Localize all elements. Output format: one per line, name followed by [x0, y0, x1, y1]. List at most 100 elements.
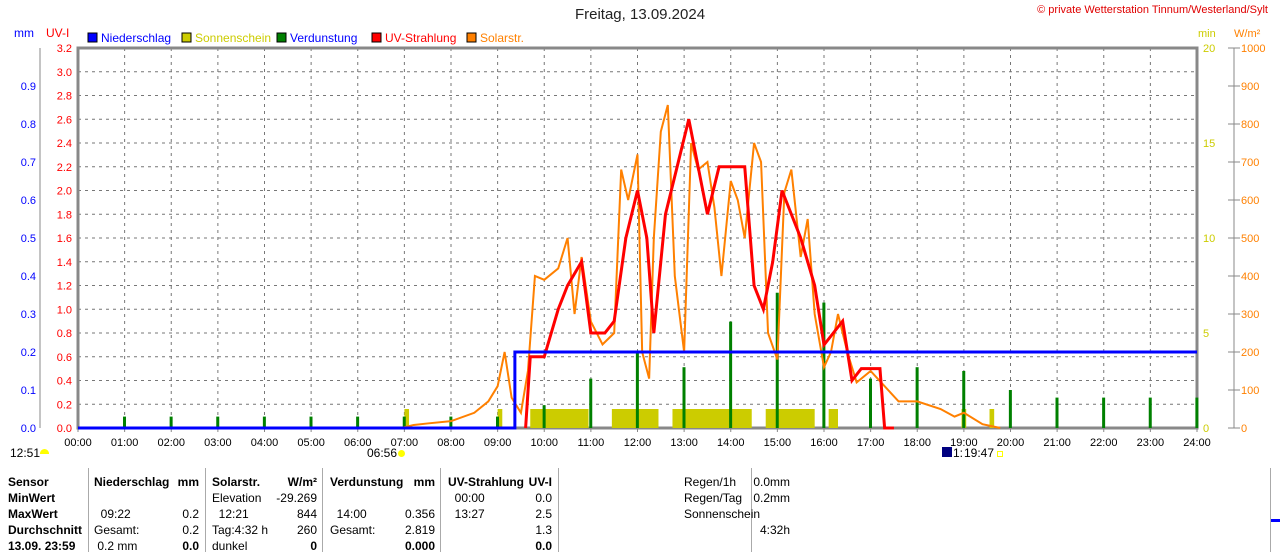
wm2-tick-label: 300	[1241, 309, 1259, 321]
x-tick-label: 16:00	[810, 437, 838, 449]
wm2-tick-label: 700	[1241, 157, 1259, 169]
min-tick-label: 0	[1203, 423, 1209, 435]
chart-title: Freitag, 13.09.2024	[574, 6, 706, 23]
sunrise-time: 06:56	[367, 446, 398, 460]
uv-tick-label: 2.6	[57, 114, 72, 126]
sunshine-block	[530, 409, 589, 428]
mm-tick-label: 0.8	[21, 119, 36, 131]
uv-tick-label: 2.0	[57, 186, 72, 198]
moon-time: 12:51	[10, 446, 41, 460]
evaporation-bar	[216, 416, 220, 428]
row-labels: Sensor MinWert MaxWert Durchschnitt 13.09. 2…	[8, 475, 83, 553]
solar-column: Solarstr. W/m² Elevation -29.269 12:21 844 …	[212, 475, 317, 553]
x-tick-label: 17:00	[857, 437, 885, 449]
divider	[1270, 468, 1271, 552]
uv-tick-label: 2.4	[57, 138, 72, 150]
x-tick-label: 05:00	[297, 437, 325, 449]
mm-tick-label: 0.4	[21, 271, 36, 283]
evaporation-bar	[1008, 390, 1012, 428]
mm-tick-label: 0.5	[21, 233, 36, 245]
uv-tick-label: 2.2	[57, 162, 72, 174]
legend-swatch	[466, 32, 477, 43]
evaporation-bar	[869, 378, 872, 428]
evap-column: Verdunstung mm 14:00 0.356 Gesamt: 2.819 0.…	[330, 475, 435, 553]
sunshine-block	[497, 409, 503, 428]
evaporation-bar	[169, 416, 173, 428]
mm-tick-label: 0.2	[21, 347, 36, 359]
sunshine-block	[404, 409, 410, 428]
x-tick-label: 09:00	[484, 437, 512, 449]
evaporation-bar	[496, 416, 499, 428]
x-tick-label: 02:00	[157, 437, 185, 449]
evaporation-bar	[729, 321, 733, 428]
wm2-tick-label: 200	[1241, 347, 1259, 359]
sunset-time: 19:47	[964, 446, 995, 460]
x-tick-label: 19:00	[950, 437, 978, 449]
uv-tick-label: 3.2	[57, 43, 72, 55]
x-tick-label: 06:00	[344, 437, 372, 449]
wm2-tick-label: 100	[1241, 385, 1259, 397]
mm-axis-label: mm	[14, 26, 34, 40]
min-tick-label: 15	[1203, 138, 1215, 150]
legend-swatch	[371, 32, 382, 43]
evaporation-bar	[542, 405, 546, 428]
sunshine-block	[765, 409, 815, 428]
uv-tick-label: 0.6	[57, 352, 72, 364]
legend-swatch	[87, 32, 98, 43]
x-tick-label: 14:00	[717, 437, 745, 449]
uv-axis-label: UV-I	[46, 26, 69, 40]
x-tick-label: 04:00	[251, 437, 279, 449]
x-tick-label: 20:00	[997, 437, 1025, 449]
wm2-axis-label: W/m²	[1234, 28, 1261, 40]
uv-tick-label: 3.0	[57, 67, 72, 79]
x-tick-label: 18:00	[903, 437, 931, 449]
rain-column: Niederschlag mm 09:22 0.2 Gesamt: 0.2 0.2 m…	[94, 475, 199, 553]
mm-tick-label: 0.0	[21, 423, 36, 435]
mm-tick-label: 0.1	[21, 385, 36, 397]
evaporation-bar	[915, 367, 919, 428]
sunshine-block	[611, 409, 659, 428]
uv-tick-label: 1.0	[57, 304, 72, 316]
x-tick-label: 07:00	[391, 437, 419, 449]
legend-swatch	[181, 32, 192, 43]
x-tick-label: 08:00	[437, 437, 465, 449]
moon-prefix: 1:	[953, 446, 964, 460]
min-tick-label: 20	[1203, 43, 1215, 55]
wm2-tick-label: 400	[1241, 271, 1259, 283]
evaporation-bar	[356, 416, 360, 428]
evaporation-bar	[635, 352, 639, 428]
x-tick-label: 22:00	[1090, 437, 1118, 449]
x-tick-label: 21:00	[1043, 437, 1071, 449]
copyright: © private Wetterstation Tinnum/Westerlan…	[1037, 4, 1268, 16]
scroll-marker	[1271, 519, 1280, 522]
legend-label: Verdunstung	[290, 31, 357, 45]
mm-tick-label: 0.9	[21, 81, 36, 93]
x-tick-label: 03:00	[204, 437, 232, 449]
legend-label: Sonnenschein	[195, 31, 271, 45]
mm-tick-label: 0.6	[21, 195, 36, 207]
uv-tick-label: 1.4	[57, 257, 72, 269]
summary: Regen/1h 0.0mm Regen/Tag 0.2mm Sonnenschei…	[684, 475, 790, 537]
sunshine-block	[828, 409, 838, 428]
x-tick-label: 15:00	[764, 437, 792, 449]
uv-tick-label: 0.8	[57, 328, 72, 340]
x-tick-label: 11:00	[578, 437, 605, 449]
evaporation-bar	[402, 416, 406, 428]
legend-label: Solarstr.	[480, 31, 524, 45]
sunshine-block	[989, 409, 995, 428]
evaporation-bar	[1195, 397, 1199, 428]
x-tick-label: 13:00	[670, 437, 698, 449]
evaporation-bar	[962, 371, 966, 428]
wm2-tick-label: 900	[1241, 81, 1259, 93]
uv-tick-label: 1.6	[57, 233, 72, 245]
sun-icon	[398, 450, 405, 457]
evaporation-bar	[589, 378, 593, 428]
legend-label: UV-Strahlung	[385, 31, 456, 45]
uv-tick-label: 0.0	[57, 423, 72, 435]
x-tick-label: 24:00	[1183, 437, 1211, 449]
uv-tick-label: 1.8	[57, 209, 72, 221]
moonphase-icon	[942, 447, 952, 457]
sunset-icon	[997, 451, 1003, 457]
wm2-tick-label: 600	[1241, 195, 1259, 207]
x-tick-label: 12:00	[624, 437, 652, 449]
